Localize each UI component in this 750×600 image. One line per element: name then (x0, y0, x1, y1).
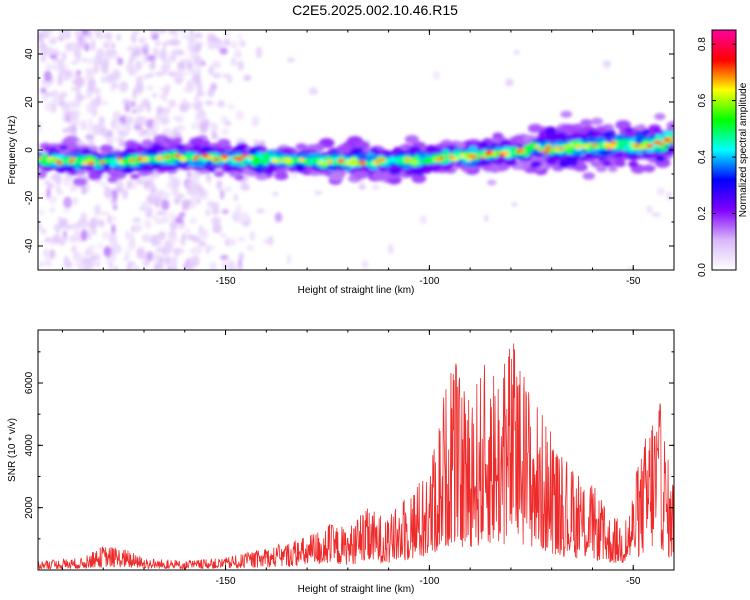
snr-x-label: Height of straight line (km) (298, 584, 415, 595)
snr-y-tick-label: 6000 (24, 371, 35, 394)
colorbar: 0.0 0.2 0.4 0.6 0.8 Normalized spectral ampl… (697, 29, 749, 277)
snr-frame (37, 329, 675, 571)
spectrogram-y-tick-label: -40 (24, 238, 35, 253)
snr-ticks: -150 -100 -50 2000 4000 6000 (24, 330, 675, 587)
spectrogram-y-tick-label: 0 (24, 147, 35, 153)
snr-series-line (38, 343, 674, 570)
spectrogram-x-tick-label: -150 (216, 276, 236, 287)
spectrogram-y-label: Frequency (Hz) (7, 116, 18, 185)
colorbar-tick-label: 0.6 (697, 93, 708, 107)
spectrogram-x-tick-label: -100 (419, 276, 439, 287)
spectrogram-y-tick-label: -20 (24, 190, 35, 205)
snr-y-label: SNR (10 * v/v) (7, 418, 18, 482)
spectrogram-y-tick-label: 20 (24, 96, 35, 108)
snr-y-tick-label: 4000 (24, 434, 35, 457)
colorbar-tick-label: 0.0 (697, 263, 708, 277)
colorbar-tick-label: 0.2 (697, 206, 708, 220)
colorbar-ticks: 0.0 0.2 0.4 0.6 0.8 (697, 37, 736, 277)
spectrogram-ticks: -150 -100 -50 -40 -20 0 20 40 (24, 29, 675, 287)
spectrogram-image (38, 30, 674, 270)
spectrogram-y-tick-label: 40 (24, 48, 35, 60)
snr-y-tick-label: 2000 (24, 496, 35, 519)
colorbar-gradient (711, 29, 737, 271)
colorbar-tick-label: 0.8 (697, 37, 708, 51)
spectrogram-x-label: Height of straight line (km) (298, 285, 415, 296)
spectrogram-x-tick-label: -50 (626, 276, 641, 287)
colorbar-tick-label: 0.4 (697, 150, 708, 164)
snr-x-tick-label: -50 (626, 576, 641, 587)
colorbar-label: Normalized spectral amplitude (738, 82, 749, 217)
snr-x-tick-label: -100 (419, 576, 439, 587)
snr-panel: -150 -100 -50 2000 4000 6000 Height of straig… (7, 329, 675, 595)
spectrogram-panel: -150 -100 -50 -40 -20 0 20 40 Height of straigh… (7, 29, 675, 296)
chart-title: C2E5.2025.002.10.46.R15 (292, 2, 458, 18)
snr-x-tick-label: -150 (216, 576, 236, 587)
